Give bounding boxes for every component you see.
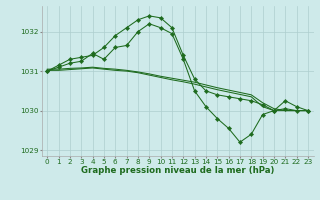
X-axis label: Graphe pression niveau de la mer (hPa): Graphe pression niveau de la mer (hPa)	[81, 166, 274, 175]
